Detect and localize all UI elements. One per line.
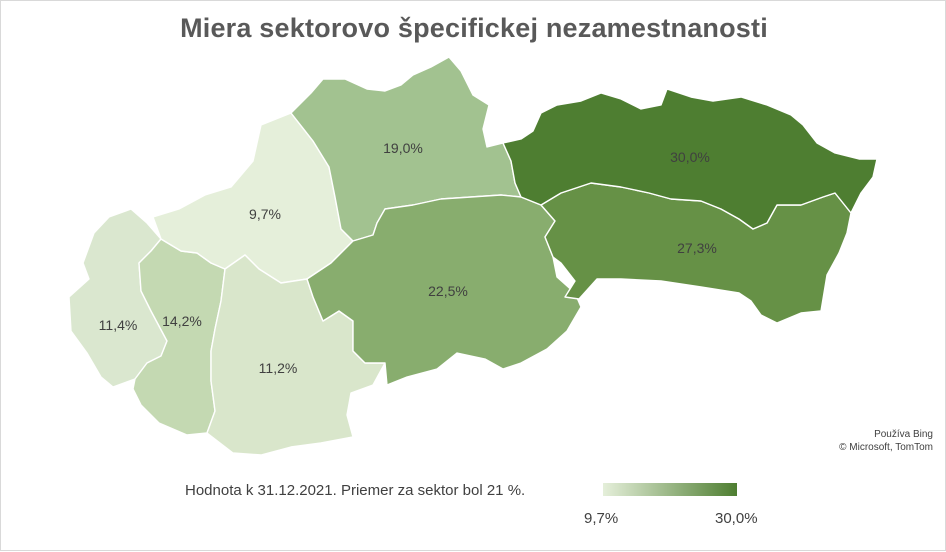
region-label: 11,2% bbox=[259, 360, 298, 376]
region-label: 27,3% bbox=[677, 240, 717, 256]
map-attribution: Používa Bing © Microsoft, TomTom bbox=[839, 428, 933, 454]
region-label: 9,7% bbox=[249, 206, 281, 222]
region-label: 14,2% bbox=[162, 313, 202, 329]
legend-min-label: 9,7% bbox=[584, 510, 619, 527]
map-title: Miera sektorovo špecifickej nezamestnano… bbox=[180, 13, 768, 43]
footnote: Hodnota k 31.12.2021. Priemer za sektor … bbox=[185, 482, 526, 499]
attribution-line-2: © Microsoft, TomTom bbox=[839, 442, 933, 453]
region-label: 30,0% bbox=[670, 149, 710, 165]
region-30-0[interactable] bbox=[502, 88, 878, 230]
legend-color-scale bbox=[603, 483, 737, 496]
legend-max-label: 30,0% bbox=[715, 510, 758, 527]
region-label: 19,0% bbox=[383, 140, 423, 156]
region-22-5[interactable] bbox=[306, 194, 582, 386]
region-label: 11,4% bbox=[99, 317, 138, 333]
attribution-line-1: Používa Bing bbox=[874, 429, 933, 440]
region-label: 22,5% bbox=[428, 283, 468, 299]
